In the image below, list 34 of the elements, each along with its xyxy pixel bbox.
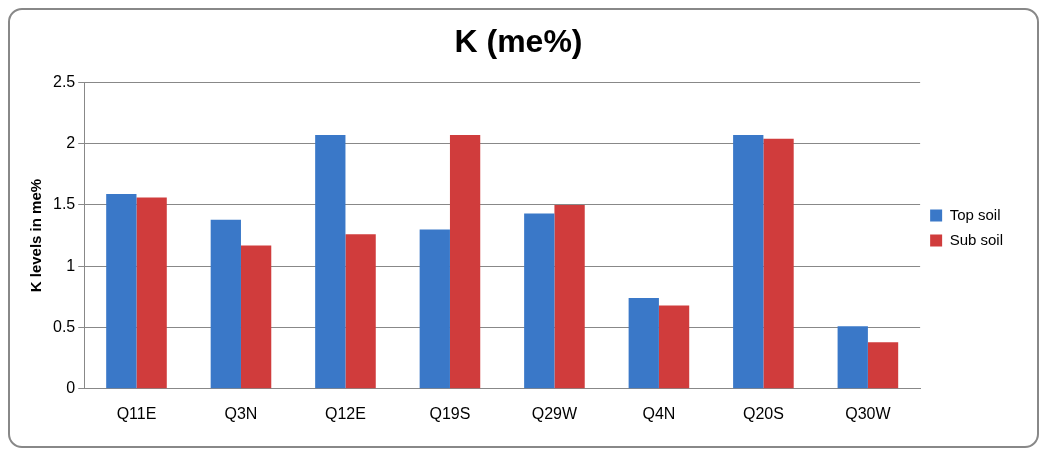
x-tick-label: Q19S bbox=[429, 404, 471, 422]
bar bbox=[837, 326, 868, 389]
x-tick-label: Q4N bbox=[642, 404, 676, 422]
y-tick-label: 1.5 bbox=[52, 195, 76, 213]
x-tick-label: Q20S bbox=[742, 404, 784, 422]
bar bbox=[524, 213, 555, 389]
y-axis-title: K levels in me% bbox=[27, 178, 45, 293]
bar bbox=[210, 219, 241, 389]
y-tick-label: 2.5 bbox=[52, 72, 76, 90]
x-tick-label: Q11E bbox=[116, 404, 157, 422]
legend-label: Top soil bbox=[949, 205, 1001, 223]
bar bbox=[867, 342, 899, 389]
bar bbox=[449, 135, 481, 389]
bar bbox=[658, 305, 690, 389]
bar bbox=[315, 135, 346, 389]
bar bbox=[419, 229, 450, 389]
y-tick-label: 1 bbox=[66, 256, 76, 274]
bar bbox=[733, 135, 764, 389]
x-tick-label: Q30W bbox=[845, 404, 892, 422]
y-tick-label: 0.5 bbox=[52, 317, 76, 335]
y-tick-label: 0 bbox=[66, 379, 76, 397]
x-tick-label: Q29W bbox=[531, 404, 578, 422]
y-tick-label: 2 bbox=[66, 134, 76, 152]
bar bbox=[628, 298, 659, 389]
bar bbox=[554, 204, 585, 389]
bar bbox=[240, 245, 272, 389]
chart-title: K (me%) bbox=[454, 23, 583, 60]
legend-label: Sub soil bbox=[949, 230, 1004, 248]
bar bbox=[345, 234, 376, 389]
x-tick-label: Q3N bbox=[224, 404, 258, 422]
bar bbox=[136, 197, 167, 389]
x-tick-label: Q12E bbox=[325, 404, 366, 422]
bar bbox=[106, 193, 137, 389]
bar bbox=[763, 138, 794, 389]
